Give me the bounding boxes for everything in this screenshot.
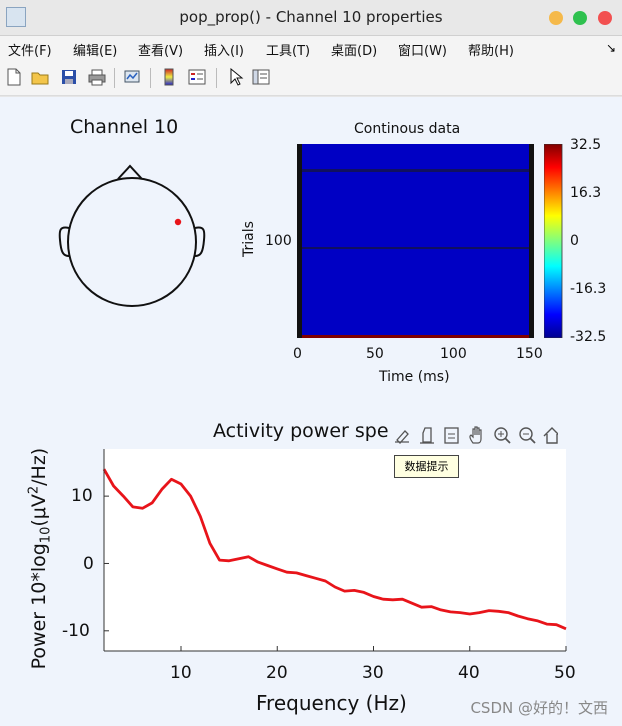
save-icon[interactable]	[60, 68, 78, 86]
erpimage-xtick: 100	[440, 346, 467, 362]
erpimage-title: Continous data	[354, 121, 461, 137]
erpimage-heatmap	[299, 144, 532, 338]
csdn-watermark: CSDN @好的！文西	[470, 699, 608, 717]
legend-icon[interactable]	[188, 68, 206, 86]
menu-desktop[interactable]: 桌面(D)	[331, 44, 378, 59]
brush-icon[interactable]	[395, 430, 409, 444]
toolbar-separator	[216, 68, 217, 88]
psd-xtick-label: 40	[458, 663, 480, 683]
erpimage-xtick: 50	[366, 346, 384, 362]
erpimage-plot	[297, 144, 534, 338]
minimize-button[interactable]	[549, 11, 563, 25]
link-plot-icon[interactable]	[123, 68, 141, 86]
menu-bar: 文件(F) 编辑(E) 查看(V) 插入(I) 工具(T) 桌面(D) 窗口(W…	[0, 36, 622, 60]
menu-tools[interactable]: 工具(T)	[266, 44, 311, 59]
menu-window[interactable]: 窗口(W)	[398, 44, 447, 59]
erpimage-xlabel: Time (ms)	[379, 369, 450, 385]
menu-edit[interactable]: 编辑(E)	[73, 44, 118, 59]
psd-plot	[102, 449, 567, 652]
zoom-in-icon[interactable]	[494, 427, 511, 444]
colorbar-tick-label: -32.5	[570, 329, 607, 345]
colorbar-tick-label: 0	[570, 233, 579, 249]
toolbar-separator	[150, 68, 151, 88]
print-icon[interactable]	[88, 68, 106, 86]
electrode-marker	[174, 218, 182, 226]
zoom-out-icon[interactable]	[519, 427, 536, 444]
datatip-tooltip: 数据提示	[394, 455, 459, 478]
colorbar	[544, 144, 563, 338]
erpimage-xtick: 150	[516, 346, 543, 362]
psd-xtick-label: 20	[266, 663, 288, 683]
matlab-figure-icon	[6, 7, 26, 27]
menu-view[interactable]: 查看(V)	[138, 44, 184, 59]
psd-title: Activity power spe	[213, 420, 389, 442]
erpimage-ytick: 100	[265, 233, 292, 249]
pan-icon[interactable]	[469, 426, 482, 444]
psd-ytick-label: 10	[71, 486, 93, 506]
erpimage-xtick: 0	[293, 346, 302, 362]
menu-insert[interactable]: 插入(I)	[204, 44, 244, 59]
colorbar-tick-label: 32.5	[570, 137, 602, 153]
psd-ytick-label: -10	[62, 621, 90, 641]
axes-toolbar	[392, 424, 561, 448]
figure-canvas: Channel 10 Continous data	[0, 97, 622, 726]
head-outline	[67, 177, 197, 307]
psd-ylabel: Power 10*log10(μV2/Hz)	[26, 447, 54, 670]
head-topoplot	[58, 164, 206, 307]
psd-ytick-label: 0	[83, 554, 94, 574]
property-inspector-icon[interactable]	[252, 68, 270, 86]
toolbar-separator	[114, 68, 115, 88]
export-icon[interactable]	[444, 427, 459, 444]
datatip-icon[interactable]	[420, 427, 434, 444]
psd-xlabel: Frequency (Hz)	[256, 691, 407, 715]
edit-plot-arrow-icon[interactable]	[226, 68, 244, 86]
window-title: pop_prop() - Channel 10 properties	[179, 8, 443, 26]
colorbar-tick-label: -16.3	[570, 281, 607, 297]
maximize-button[interactable]	[573, 11, 587, 25]
psd-series-line	[102, 468, 567, 631]
home-icon[interactable]	[543, 427, 561, 444]
menu-help[interactable]: 帮助(H)	[468, 44, 514, 59]
open-file-icon[interactable]	[31, 68, 49, 86]
psd-xtick-label: 50	[554, 663, 576, 683]
figure-toolbar	[0, 60, 622, 96]
menu-file[interactable]: 文件(F)	[8, 44, 52, 59]
colorbar-icon[interactable]	[160, 68, 178, 86]
menu-overflow-icon[interactable]: ↘	[605, 41, 616, 55]
psd-xtick-label: 10	[170, 663, 192, 683]
title-bar: pop_prop() - Channel 10 properties	[0, 0, 622, 36]
colorbar-tick-label: 16.3	[570, 185, 602, 201]
psd-xtick-label: 30	[362, 663, 384, 683]
new-figure-icon[interactable]	[5, 68, 23, 86]
close-button[interactable]	[598, 11, 612, 25]
topo-title: Channel 10	[70, 116, 179, 138]
